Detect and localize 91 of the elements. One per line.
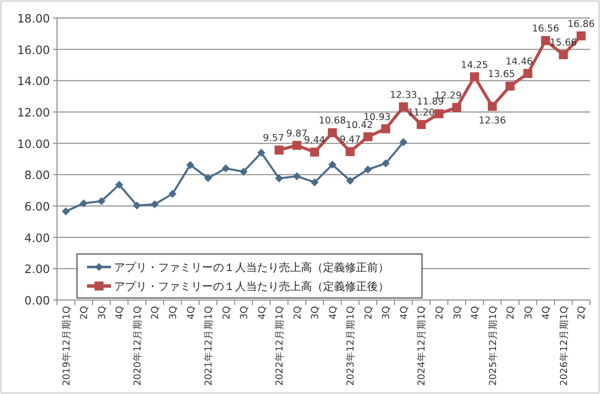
point <box>576 31 586 40</box>
point <box>328 160 336 169</box>
legend-label: アプリ・ファミリーの１人当たり売上高（定義修正後） <box>114 280 389 293</box>
x-tick-label: 2026年12月期1Q <box>558 306 570 386</box>
point <box>80 199 88 208</box>
data-label: 12.33 <box>390 90 418 101</box>
x-tick-label: 2Q <box>150 306 162 320</box>
x-tick-label: 2020年12月期1Q <box>131 306 144 386</box>
y-tick-label: 2.00 <box>24 262 50 276</box>
y-tick-label: 18.00 <box>17 12 50 26</box>
x-tick-label: 4Q <box>256 306 268 320</box>
point <box>452 102 462 112</box>
point <box>292 140 302 150</box>
y-tick-label: 8.00 <box>24 168 50 182</box>
y-tick-label: 14.00 <box>17 74 50 88</box>
point <box>186 160 194 169</box>
point <box>257 148 266 157</box>
point <box>240 168 248 176</box>
x-tick-label: 4Q <box>328 306 339 320</box>
data-label: 16.56 <box>532 24 560 35</box>
data-label: 10.68 <box>318 116 346 127</box>
x-tick-label: 2Q <box>79 306 90 320</box>
point <box>434 109 444 118</box>
point <box>470 72 480 82</box>
y-tick-label: 6.00 <box>24 200 50 214</box>
x-tick-label: 3Q <box>168 306 179 320</box>
data-label: 14.46 <box>506 56 533 68</box>
point <box>364 165 372 174</box>
point <box>523 68 532 78</box>
point <box>346 147 355 156</box>
point <box>62 207 70 216</box>
x-tick-label: 3Q <box>239 306 250 320</box>
point <box>488 102 497 111</box>
point <box>558 50 568 60</box>
x-tick-label: 2021年12月期1Q <box>202 306 215 386</box>
x-tick-label: 2Q <box>506 306 517 320</box>
point <box>275 174 284 182</box>
point <box>398 102 408 112</box>
x-tick-label: 2Q <box>576 306 588 320</box>
point <box>97 197 106 206</box>
point <box>204 174 212 182</box>
x-tick-label: 2024年12月期1Q <box>416 306 428 386</box>
data-label: 9.57 <box>262 133 284 144</box>
data-label: 10.42 <box>346 120 373 131</box>
data-label: 9.47 <box>340 134 361 146</box>
x-tick-label: 3Q <box>96 306 108 320</box>
point <box>381 124 390 134</box>
x-tick-label: 2025年12月期1Q <box>486 306 499 386</box>
x-tick-label: 2Q <box>221 306 232 320</box>
x-tick-label: 4Q <box>541 306 552 320</box>
y-tick-label: 10.00 <box>17 136 50 151</box>
point <box>363 132 372 142</box>
x-tick-label: 4Q <box>470 306 482 320</box>
point <box>541 36 550 46</box>
point <box>310 148 320 157</box>
x-tick-label: 2019年12月期1Q <box>60 306 72 386</box>
point <box>346 176 354 185</box>
point <box>328 128 337 138</box>
x-tick-label: 3Q <box>310 306 322 320</box>
x-tick-label: 4Q <box>398 306 410 320</box>
y-tick-label: 4.00 <box>24 230 50 245</box>
point <box>382 159 390 168</box>
x-tick-label: 2Q <box>292 306 304 320</box>
point <box>274 146 284 155</box>
point <box>132 202 141 210</box>
x-tick-label: 3Q <box>523 306 534 320</box>
legend-label: アプリ・ファミリーの１人当たり売上高（定義修正前） <box>114 261 389 274</box>
x-tick-label: 3Q <box>381 306 392 320</box>
point <box>115 180 124 189</box>
point <box>168 190 176 198</box>
point <box>416 120 426 130</box>
point <box>506 82 515 91</box>
y-tick-label: 12.00 <box>17 106 50 120</box>
x-tick-label: 2Q <box>363 306 374 320</box>
point <box>399 138 408 146</box>
data-label: 14.25 <box>460 60 488 71</box>
x-tick-label: 4Q <box>186 306 197 320</box>
data-label: 16.86 <box>568 18 595 30</box>
x-tick-label: 2Q <box>434 306 446 320</box>
x-tick-label: 4Q <box>114 306 126 320</box>
y-tick-label: 0.00 <box>24 294 50 308</box>
x-tick-label: 2023年12月期1Q <box>344 306 357 386</box>
data-label: 12.36 <box>478 115 506 126</box>
point <box>150 200 159 208</box>
x-tick-label: 3Q <box>452 306 464 320</box>
point <box>292 172 301 180</box>
x-tick-label: 2022年12月期1Q <box>274 306 286 386</box>
point <box>310 178 319 186</box>
point <box>222 164 230 172</box>
y-tick-label: 16.00 <box>17 42 50 57</box>
data-label: 13.65 <box>488 69 516 80</box>
